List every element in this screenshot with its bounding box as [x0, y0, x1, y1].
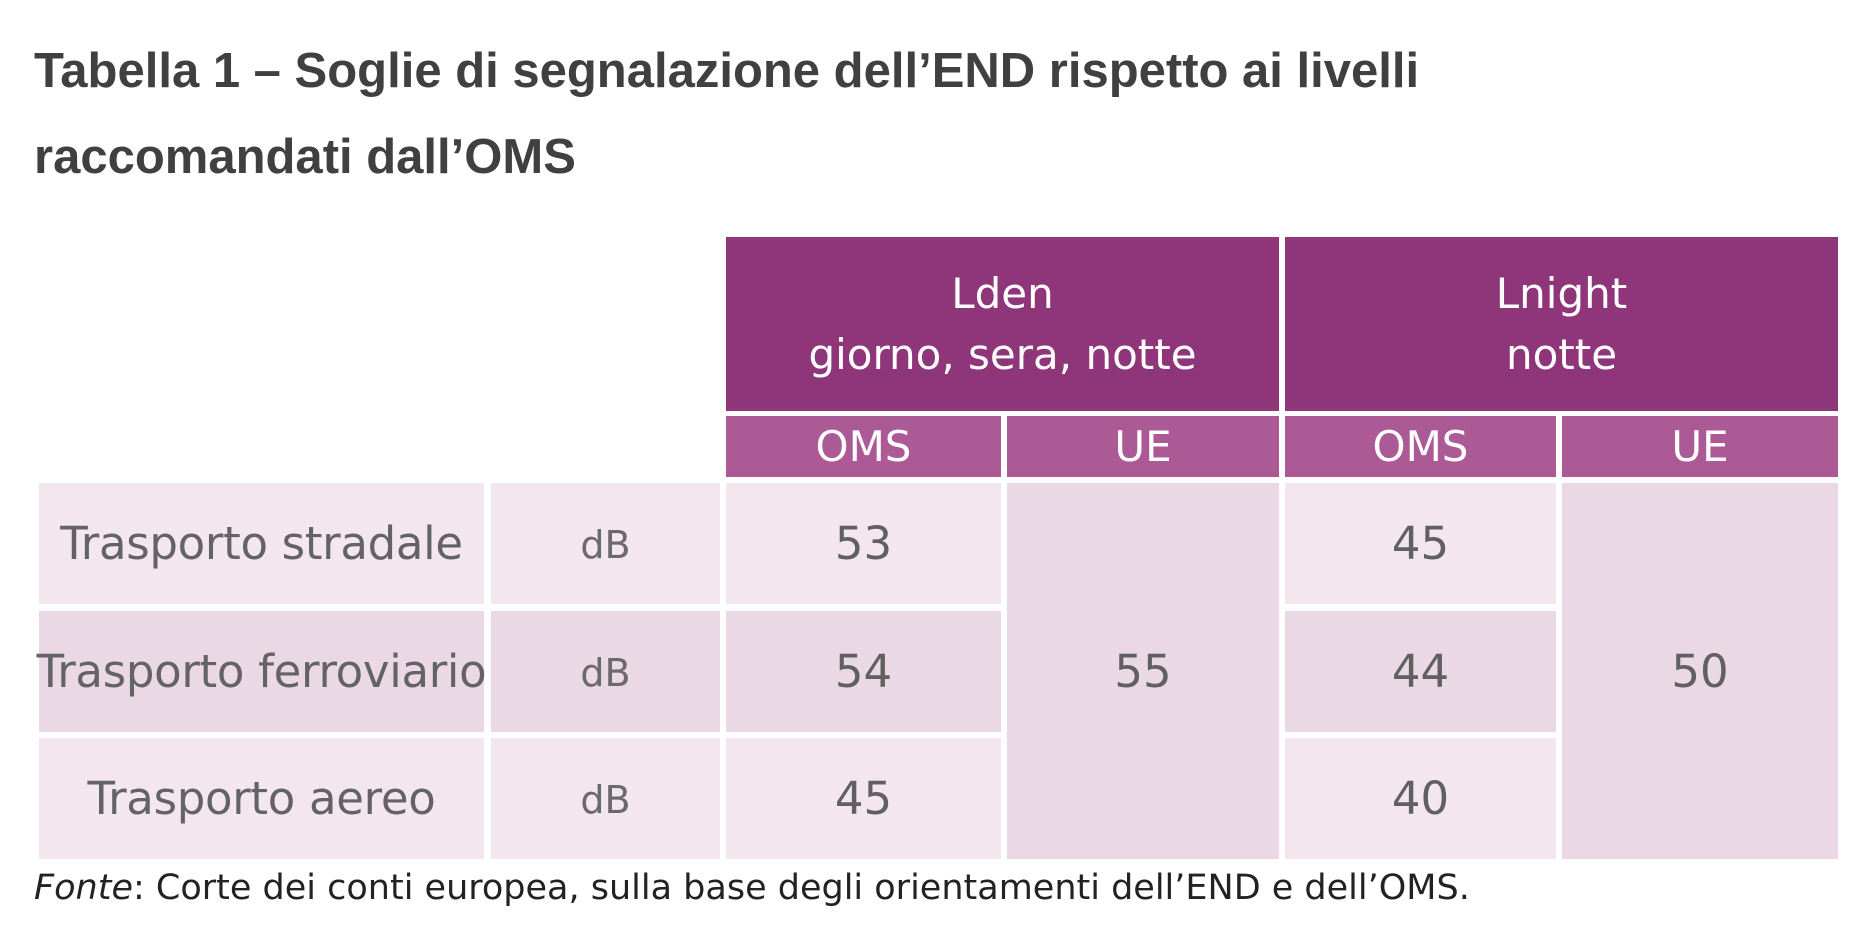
cell-lden-oms-road: 53 — [726, 483, 1001, 604]
header-lden-sub: giorno, sera, notte — [808, 330, 1197, 379]
table-title-line-2: raccomandati dall’OMS — [34, 130, 576, 184]
cell-lden-oms-rail: 54 — [726, 611, 1001, 732]
cell-lnight-oms-road: 45 — [1285, 483, 1556, 604]
header-lnight-sub: notte — [1505, 330, 1618, 379]
header-lden: Lden giorno, sera, notte — [726, 237, 1279, 411]
subheader-lnight-ue: UE — [1562, 416, 1838, 477]
cell-lnight-ue-merged: 50 — [1562, 483, 1838, 859]
table-title-line-1: Tabella 1 – Soglie di segnalazione dell’… — [34, 44, 1420, 98]
source-label: Fonte — [34, 868, 133, 908]
row-unit-air: dB — [491, 738, 720, 859]
cell-lden-ue-merged: 55 — [1007, 483, 1279, 859]
cell-lnight-oms-rail: 44 — [1285, 611, 1556, 732]
row-unit-rail: dB — [491, 611, 720, 732]
header-lden-name: Lden — [951, 269, 1054, 318]
subheader-lden-oms: OMS — [726, 416, 1001, 477]
table-title: Tabella 1 – Soglie di segnalazione dell’… — [34, 28, 1634, 200]
row-label-road: Trasporto stradale — [39, 483, 484, 604]
cell-lden-oms-air: 45 — [726, 738, 1001, 859]
header-lnight: Lnight notte — [1285, 237, 1838, 411]
subheader-lnight-oms: OMS — [1285, 416, 1556, 477]
row-label-rail: Trasporto ferroviario — [37, 611, 487, 732]
source-text: : Corte dei conti europea, sulla base de… — [132, 868, 1470, 908]
row-unit-road: dB — [491, 483, 720, 604]
header-lnight-name: Lnight — [1495, 269, 1628, 318]
source-note: Fonte: Corte dei conti europea, sulla ba… — [34, 868, 1470, 908]
subheader-lden-ue: UE — [1007, 416, 1279, 477]
row-label-air: Trasporto aereo — [39, 738, 484, 859]
cell-lnight-oms-air: 40 — [1285, 738, 1556, 859]
